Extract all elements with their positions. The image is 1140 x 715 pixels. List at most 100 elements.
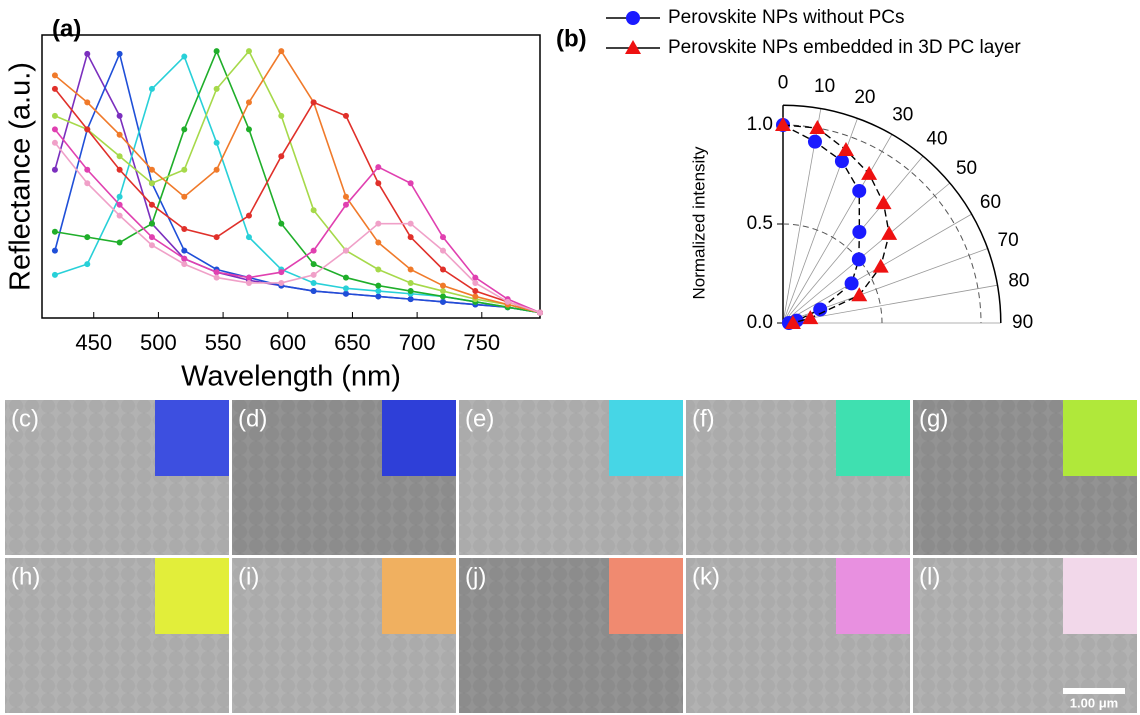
spectrum-point	[181, 166, 188, 173]
spectrum-point	[245, 212, 252, 219]
panel-label: (b)	[556, 25, 587, 52]
point-marker	[837, 141, 854, 156]
spectrum-point	[439, 282, 446, 289]
spectrum-line	[54, 88, 541, 314]
spectrum-point	[116, 112, 123, 119]
spectrum-point	[310, 99, 317, 106]
spectrum-point	[181, 247, 188, 254]
photo-inset	[836, 558, 910, 634]
spectrum-point	[375, 266, 382, 273]
spectrum-point	[537, 309, 543, 316]
point-marker	[626, 11, 640, 25]
spectrum-point	[213, 85, 220, 92]
spectrum-point	[245, 279, 252, 286]
spectrum-point	[278, 153, 285, 160]
angle-spoke	[782, 182, 951, 324]
spectrum-point	[51, 247, 58, 254]
spectrum-point	[213, 139, 220, 146]
point-marker	[881, 225, 898, 240]
photo-inset	[609, 558, 683, 634]
angle-tick-label: 40	[926, 128, 947, 149]
spectrum-point	[116, 212, 123, 219]
photo-inset	[382, 400, 456, 476]
angle-spoke	[782, 155, 924, 324]
spectrum-point	[51, 126, 58, 133]
panel-label: (l)	[919, 563, 940, 590]
spectrum-point	[278, 112, 285, 119]
angle-tick-label: 60	[980, 192, 1001, 213]
spectrum-point	[278, 269, 285, 276]
spectrum-point	[181, 193, 188, 200]
angle-tick-label: 90	[1012, 312, 1033, 333]
point-marker	[875, 195, 892, 210]
spectrum-line	[54, 49, 541, 314]
spectrum-point	[407, 279, 414, 286]
x-tick-label: 650	[334, 330, 371, 355]
x-tick-label: 700	[399, 330, 436, 355]
point-marker	[852, 224, 867, 239]
spectrum-point	[375, 293, 382, 300]
point-marker	[844, 276, 859, 291]
spectrum-line	[54, 128, 541, 314]
photo-inset	[155, 400, 229, 476]
spectrum-point	[439, 293, 446, 300]
r-axis-label: Normalized intensity	[689, 146, 708, 300]
spectrum-point	[181, 255, 188, 262]
angle-tick-label: 70	[998, 230, 1019, 251]
spectrum-point	[51, 271, 58, 278]
angle-tick-label: 20	[854, 87, 875, 108]
x-tick-label: 550	[205, 330, 242, 355]
spectrum-point	[504, 298, 511, 305]
spectrum-point	[375, 180, 382, 187]
spectrum-point	[407, 288, 414, 295]
spectrum-point	[472, 293, 479, 300]
spectrum-point	[245, 274, 252, 281]
spectrum-line	[54, 51, 541, 314]
spectrum-point	[245, 99, 252, 106]
outer-arc	[782, 104, 1002, 324]
spectrum-point	[439, 234, 446, 241]
spectrum-point	[51, 85, 58, 92]
r-grid-arc	[782, 223, 883, 324]
spectrum-line	[54, 49, 541, 314]
spectrum-point	[148, 242, 155, 249]
spectrum-point	[148, 201, 155, 208]
spectrum-point	[213, 48, 220, 55]
spectrum-point	[84, 50, 91, 57]
spectrum-point	[310, 261, 317, 268]
angle-spoke	[782, 284, 998, 324]
spectrum-point	[310, 271, 317, 278]
spectrum-point	[439, 266, 446, 273]
spectrum-point	[84, 180, 91, 187]
spectrum-point	[310, 207, 317, 214]
spectrum-point	[342, 112, 349, 119]
r-tick-label: 0.5	[747, 213, 773, 234]
spectrum-point	[375, 220, 382, 227]
plot-frame	[41, 34, 541, 319]
r-grid-arc	[782, 124, 982, 324]
spectrum-point	[245, 234, 252, 241]
spectrum-point	[439, 288, 446, 295]
spectrum-point	[84, 126, 91, 133]
spectrum-point	[84, 261, 91, 268]
spectrum-point	[245, 126, 252, 133]
panel-label: (h)	[11, 563, 40, 590]
photo-inset	[836, 400, 910, 476]
spectrum-point	[213, 269, 220, 276]
panel-label: (e)	[465, 405, 494, 432]
spectrum-point	[407, 266, 414, 273]
polar-line	[782, 124, 861, 324]
spectrum-point	[375, 239, 382, 246]
point-marker	[807, 134, 822, 149]
spectrum-point	[407, 234, 414, 241]
spectrum-point	[84, 166, 91, 173]
photo-inset	[1063, 400, 1137, 476]
angle-tick-label: 80	[1008, 270, 1029, 291]
spectrum-point	[116, 153, 123, 160]
spectrum-point	[116, 131, 123, 138]
spectrum-point	[278, 279, 285, 286]
angle-spoke	[782, 134, 893, 324]
spectrum-point	[407, 180, 414, 187]
photo-inset	[155, 558, 229, 634]
spectrum-line	[54, 142, 541, 314]
